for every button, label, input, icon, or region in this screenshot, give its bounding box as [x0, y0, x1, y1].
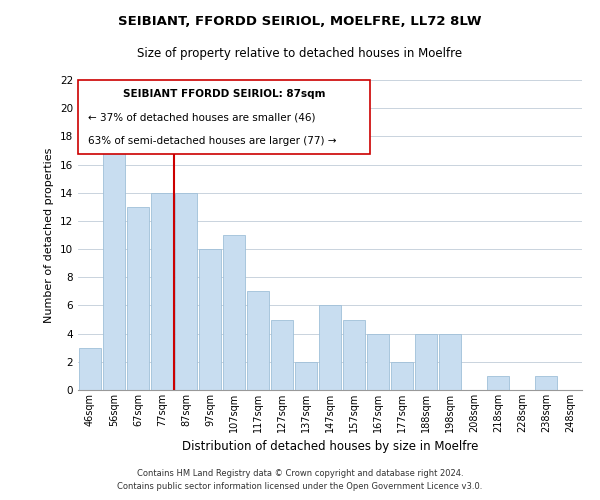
Bar	[295, 362, 317, 390]
Bar	[487, 376, 509, 390]
Bar	[127, 207, 149, 390]
Text: 63% of semi-detached houses are larger (77) →: 63% of semi-detached houses are larger (…	[88, 136, 337, 146]
Bar	[535, 376, 557, 390]
Bar	[223, 235, 245, 390]
Text: Contains HM Land Registry data © Crown copyright and database right 2024.: Contains HM Land Registry data © Crown c…	[137, 468, 463, 477]
Text: Contains public sector information licensed under the Open Government Licence v3: Contains public sector information licen…	[118, 482, 482, 491]
Bar	[439, 334, 461, 390]
Bar	[151, 192, 173, 390]
Text: ← 37% of detached houses are smaller (46): ← 37% of detached houses are smaller (46…	[88, 112, 316, 122]
FancyBboxPatch shape	[78, 80, 370, 154]
Y-axis label: Number of detached properties: Number of detached properties	[44, 148, 55, 322]
Text: SEIBIANT FFORDD SEIRIOL: 87sqm: SEIBIANT FFORDD SEIRIOL: 87sqm	[123, 90, 325, 100]
Bar	[367, 334, 389, 390]
Bar	[175, 192, 197, 390]
Bar	[343, 320, 365, 390]
Bar	[103, 136, 125, 390]
Bar	[415, 334, 437, 390]
Bar	[79, 348, 101, 390]
Bar	[319, 306, 341, 390]
Text: SEIBIANT, FFORDD SEIRIOL, MOELFRE, LL72 8LW: SEIBIANT, FFORDD SEIRIOL, MOELFRE, LL72 …	[118, 15, 482, 28]
Bar	[271, 320, 293, 390]
X-axis label: Distribution of detached houses by size in Moelfre: Distribution of detached houses by size …	[182, 440, 478, 454]
Bar	[391, 362, 413, 390]
Text: Size of property relative to detached houses in Moelfre: Size of property relative to detached ho…	[137, 48, 463, 60]
Bar	[199, 249, 221, 390]
Bar	[247, 292, 269, 390]
